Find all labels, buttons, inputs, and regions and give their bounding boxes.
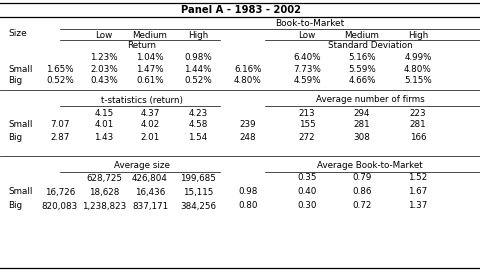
Text: 18,628: 18,628	[89, 187, 119, 196]
Text: Small: Small	[8, 64, 32, 73]
Text: 0.40: 0.40	[297, 187, 316, 196]
Text: Average size: Average size	[114, 160, 169, 169]
Text: Low: Low	[95, 30, 112, 39]
Text: 0.98%: 0.98%	[184, 52, 211, 61]
Text: 16,726: 16,726	[45, 187, 75, 196]
Text: Average Book-to-Market: Average Book-to-Market	[316, 160, 422, 169]
Text: 308: 308	[353, 132, 370, 141]
Text: 0.61%: 0.61%	[136, 76, 164, 85]
Text: Panel A - 1983 - 2002: Panel A - 1983 - 2002	[180, 5, 300, 15]
Text: Return: Return	[127, 41, 156, 50]
Text: 0.52%: 0.52%	[184, 76, 211, 85]
Text: 4.80%: 4.80%	[403, 64, 431, 73]
Text: 5.16%: 5.16%	[348, 52, 375, 61]
Text: Medium: Medium	[344, 30, 379, 39]
Text: Size: Size	[8, 29, 27, 39]
Text: 4.58: 4.58	[188, 120, 207, 129]
Text: 837,171: 837,171	[132, 202, 168, 211]
Text: Small: Small	[8, 187, 32, 196]
Text: 2.03%: 2.03%	[90, 64, 118, 73]
Text: 0.35: 0.35	[297, 174, 316, 183]
Text: t-statistics (return): t-statistics (return)	[101, 95, 182, 104]
Text: Low: Low	[298, 30, 315, 39]
Text: 1.37: 1.37	[408, 202, 427, 211]
Text: 0.30: 0.30	[297, 202, 316, 211]
Text: 426,804: 426,804	[132, 174, 168, 183]
Text: 4.59%: 4.59%	[293, 76, 320, 85]
Text: 1.47%: 1.47%	[136, 64, 164, 73]
Text: 281: 281	[409, 120, 425, 129]
Text: 239: 239	[239, 120, 256, 129]
Text: 155: 155	[298, 120, 315, 129]
Text: 199,685: 199,685	[180, 174, 216, 183]
Text: 628,725: 628,725	[86, 174, 122, 183]
Text: 16,436: 16,436	[134, 187, 165, 196]
Text: 248: 248	[239, 132, 256, 141]
Text: 384,256: 384,256	[180, 202, 216, 211]
Text: 15,115: 15,115	[182, 187, 213, 196]
Text: 294: 294	[353, 109, 370, 118]
Text: 7.07: 7.07	[50, 120, 70, 129]
Text: 1.04%: 1.04%	[136, 52, 164, 61]
Text: 0.79: 0.79	[351, 174, 371, 183]
Text: 5.59%: 5.59%	[348, 64, 375, 73]
Text: 1.54: 1.54	[188, 132, 207, 141]
Text: 223: 223	[409, 109, 425, 118]
Text: 820,083: 820,083	[42, 202, 78, 211]
Text: 4.99%: 4.99%	[403, 52, 431, 61]
Text: 1,238,823: 1,238,823	[82, 202, 126, 211]
Text: 4.02: 4.02	[140, 120, 159, 129]
Text: Small: Small	[8, 120, 32, 129]
Text: 272: 272	[298, 132, 315, 141]
Text: Big: Big	[8, 202, 22, 211]
Text: 0.72: 0.72	[351, 202, 371, 211]
Text: 4.15: 4.15	[94, 109, 113, 118]
Text: 6.40%: 6.40%	[293, 52, 320, 61]
Text: 1.52: 1.52	[408, 174, 427, 183]
Text: 0.86: 0.86	[351, 187, 371, 196]
Text: 5.15%: 5.15%	[403, 76, 431, 85]
Text: Standard Deviation: Standard Deviation	[327, 41, 411, 50]
Text: 4.23: 4.23	[188, 109, 207, 118]
Text: 1.23%: 1.23%	[90, 52, 118, 61]
Text: 4.37: 4.37	[140, 109, 159, 118]
Text: 6.16%: 6.16%	[234, 64, 261, 73]
Text: Big: Big	[8, 76, 22, 85]
Text: 4.80%: 4.80%	[234, 76, 261, 85]
Text: 0.80: 0.80	[238, 202, 257, 211]
Text: Average number of firms: Average number of firms	[315, 95, 423, 104]
Text: 166: 166	[409, 132, 425, 141]
Text: 2.87: 2.87	[50, 132, 70, 141]
Text: 4.66%: 4.66%	[348, 76, 375, 85]
Text: 1.65%: 1.65%	[46, 64, 73, 73]
Text: 1.43: 1.43	[94, 132, 113, 141]
Text: 213: 213	[298, 109, 315, 118]
Text: High: High	[407, 30, 427, 39]
Text: 4.01: 4.01	[94, 120, 113, 129]
Text: Medium: Medium	[132, 30, 167, 39]
Text: 1.44%: 1.44%	[184, 64, 211, 73]
Text: 1.67: 1.67	[408, 187, 427, 196]
Text: Big: Big	[8, 132, 22, 141]
Text: 281: 281	[353, 120, 370, 129]
Text: 0.43%: 0.43%	[90, 76, 118, 85]
Text: 0.98: 0.98	[238, 187, 257, 196]
Text: High: High	[188, 30, 208, 39]
Text: Book-to-Market: Book-to-Market	[275, 18, 344, 27]
Text: 2.01: 2.01	[140, 132, 159, 141]
Text: 0.52%: 0.52%	[46, 76, 74, 85]
Text: 7.73%: 7.73%	[292, 64, 320, 73]
